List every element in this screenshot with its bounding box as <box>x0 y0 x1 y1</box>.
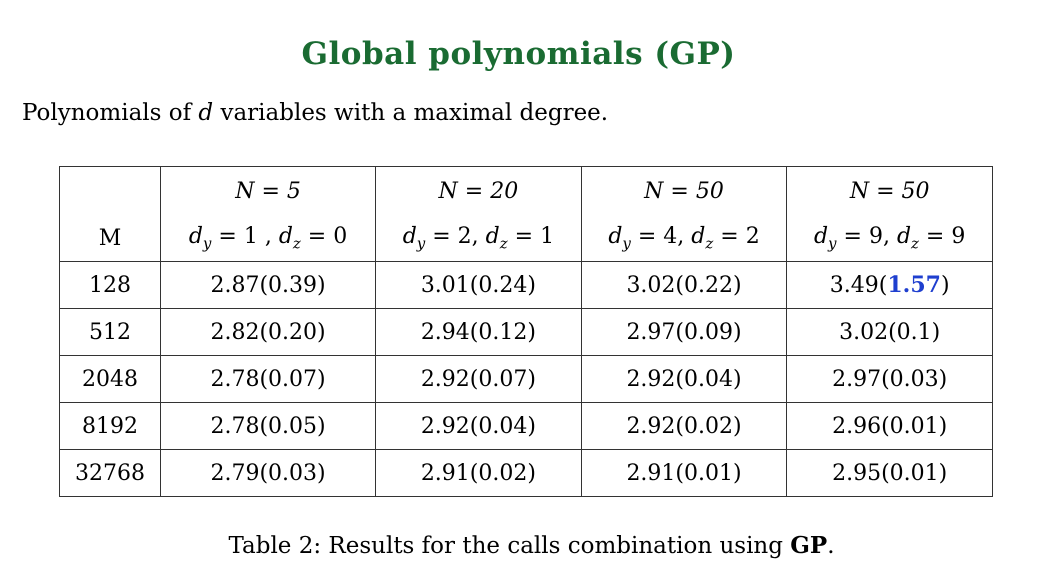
table-row: 32768 2.79(0.03) 2.91(0.02) 2.91(0.01) 2.95(… <box>59 449 993 497</box>
result-cell: 2.87(0.39) <box>159 261 377 309</box>
header-dims-label: dy = 9, dz = 9 <box>813 223 966 253</box>
table-row: 8192 2.78(0.05) 2.92(0.04) 2.92(0.02) 2.96(0… <box>59 402 993 450</box>
m-value-cell: 512 <box>59 308 161 356</box>
m-value-cell: 2048 <box>59 355 161 403</box>
result-cell: 2.82(0.20) <box>159 308 377 356</box>
intro-text: Polynomials of d variables with a maxima… <box>22 100 608 126</box>
header-dims-cell: dy = 1 , dz = 0 <box>159 215 377 262</box>
result-cell: 2.91(0.01) <box>580 449 788 497</box>
result-cell: 2.79(0.03) <box>159 449 377 497</box>
corner-cell <box>59 166 161 215</box>
result-cell: 2.92(0.07) <box>375 355 582 403</box>
header-row-dims: M dy = 1 , dz = 0 dy = 2, dz = 1 dy = 4,… <box>59 215 993 262</box>
header-n-cell: N = 20 <box>375 166 582 215</box>
table-row: 128 2.87(0.39) 3.01(0.24) 3.02(0.22) 3.49(1.… <box>59 261 993 309</box>
m-value-cell: 128 <box>59 261 161 309</box>
table-row: 2048 2.78(0.07) 2.92(0.07) 2.92(0.04) 2.97(0… <box>59 355 993 403</box>
intro-before: Polynomials of <box>22 100 199 126</box>
result-cell: 2.97(0.03) <box>786 355 993 403</box>
header-dims-cell: dy = 2, dz = 1 <box>375 215 582 262</box>
intro-variable: d <box>198 100 214 126</box>
table-caption: Table 2: Results for the calls combinati… <box>0 532 1037 559</box>
header-dims-label: dy = 4, dz = 2 <box>608 223 760 253</box>
header-n-cell: N = 5 <box>159 166 377 215</box>
table-body: 128 2.87(0.39) 3.01(0.24) 3.02(0.22) 3.49(1.… <box>59 261 993 497</box>
result-cell: 2.91(0.02) <box>375 449 582 497</box>
result-cell: 2.78(0.07) <box>159 355 377 403</box>
results-table: N = 5 N = 20 N = 50 N = 50 M dy = 1 , dz… <box>59 166 993 497</box>
corner-label: M <box>59 215 161 262</box>
caption-suffix: . <box>827 533 835 559</box>
caption-prefix: Table 2: Results for the calls combinati… <box>228 533 791 559</box>
header-dims-label: dy = 1 , dz = 0 <box>188 223 348 253</box>
slide-title: Global polynomials (GP) <box>301 36 736 72</box>
result-cell: 2.92(0.04) <box>375 402 582 450</box>
header-n-cell: N = 50 <box>786 166 993 215</box>
header-n-label: N = 5 <box>235 178 301 204</box>
result-cell: 2.92(0.04) <box>580 355 788 403</box>
m-value-cell: 8192 <box>59 402 161 450</box>
result-cell: 2.97(0.09) <box>580 308 788 356</box>
header-n-label: N = 50 <box>644 178 724 204</box>
result-cell: 3.02(0.1) <box>786 308 993 356</box>
caption-bold: GP <box>790 532 828 559</box>
table-row: 512 2.82(0.20) 2.94(0.12) 2.97(0.09) 3.02(0.… <box>59 308 993 356</box>
header-n-cell: N = 50 <box>580 166 788 215</box>
result-cell: 2.95(0.01) <box>786 449 993 497</box>
result-cell: 2.94(0.12) <box>375 308 582 356</box>
header-row-n: N = 5 N = 20 N = 50 N = 50 <box>59 166 993 215</box>
header-n-label: N = 20 <box>438 178 519 204</box>
result-cell: 2.78(0.05) <box>159 402 377 450</box>
intro-after: variables with a maximal degree. <box>213 100 609 126</box>
result-cell: 3.49(1.57) <box>786 261 993 309</box>
header-dims-label: dy = 2, dz = 1 <box>402 223 555 253</box>
result-cell: 2.92(0.02) <box>580 402 788 450</box>
result-cell: 3.02(0.22) <box>580 261 788 309</box>
header-n-label: N = 50 <box>849 178 930 204</box>
m-value-cell: 32768 <box>59 449 161 497</box>
result-cell: 2.96(0.01) <box>786 402 993 450</box>
header-dims-cell: dy = 4, dz = 2 <box>580 215 788 262</box>
header-dims-cell: dy = 9, dz = 9 <box>786 215 993 262</box>
result-cell: 3.01(0.24) <box>375 261 582 309</box>
